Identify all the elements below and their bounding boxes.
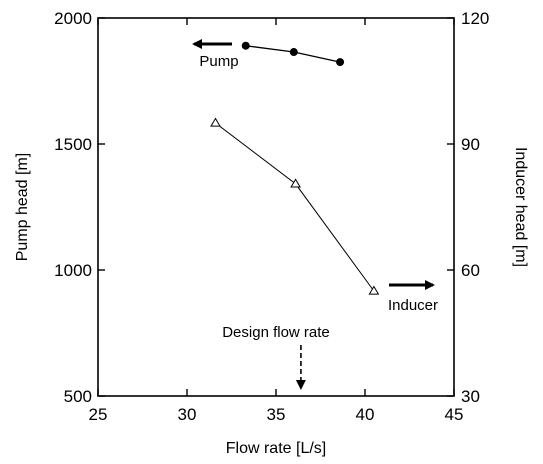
y-left-tick-label: 500 (64, 387, 92, 406)
y-left-tick-label: 1500 (54, 135, 92, 154)
inducer-annotation-label: Inducer (388, 297, 438, 314)
series-layer (210, 41, 380, 295)
y-right-tick-label: 60 (461, 261, 480, 280)
annotation-layer (192, 39, 435, 390)
pump-annotation-label: Pump (199, 53, 238, 70)
inducer-data-point (290, 178, 301, 188)
pump-data-point (241, 41, 250, 50)
inducer-data-point (210, 117, 221, 127)
y-axis-title-right: Inducer head [m] (512, 147, 529, 267)
x-tick-label: 30 (178, 405, 197, 424)
x-axis-title: Flow rate [L/s] (226, 440, 326, 457)
y-right-tick-label: 120 (461, 9, 489, 28)
y-axis-title-left: Pump head [m] (14, 153, 31, 262)
x-tick-label: 35 (267, 405, 286, 424)
ticks-layer: 25 30 35 40 45 500 1000 1500 2000 30 60 90 120 (54, 9, 489, 424)
y-left-tick-label: 1000 (54, 261, 92, 280)
x-tick-label: 40 (356, 405, 375, 424)
y-left-tick-label: 2000 (54, 9, 92, 28)
design-flow-rate-label: Design flow rate (222, 324, 330, 341)
inducer-series-line (215, 122, 375, 292)
y-right-tick-label: 90 (461, 135, 480, 154)
pump-data-point (289, 48, 298, 57)
x-tick-label: 25 (89, 405, 108, 424)
x-tick-label: 45 (445, 405, 464, 424)
y-right-tick-label: 30 (461, 387, 480, 406)
inducer-data-point (368, 285, 380, 295)
pump-data-point (336, 58, 345, 67)
